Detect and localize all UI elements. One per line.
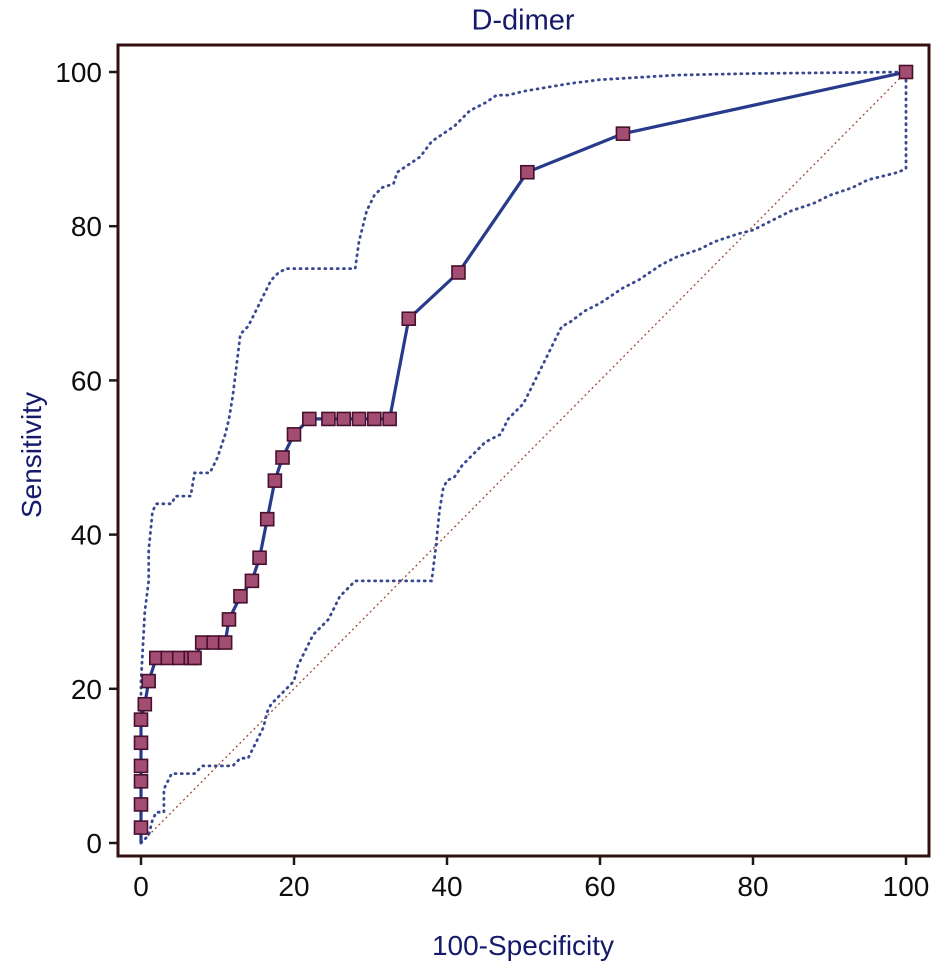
x-tick-label: 100 xyxy=(883,871,930,902)
x-tick-label: 40 xyxy=(431,871,462,902)
roc-point-marker xyxy=(451,265,466,280)
x-tick-label: 0 xyxy=(133,871,149,902)
roc-point-marker xyxy=(133,758,149,774)
y-tick-label: 100 xyxy=(55,57,102,88)
ci-lower-line xyxy=(139,70,908,845)
roc-point-marker xyxy=(615,126,631,141)
roc-point-marker xyxy=(137,696,153,712)
roc-curve xyxy=(133,64,914,843)
roc-point-marker xyxy=(401,311,417,327)
y-tick-label: 60 xyxy=(71,365,102,396)
roc-point-marker xyxy=(520,164,535,180)
roc-point-marker xyxy=(217,635,233,650)
roc-point-marker xyxy=(252,550,267,566)
ci-upper-line xyxy=(139,70,908,845)
x-tick-label: 80 xyxy=(737,871,768,902)
roc-point-marker xyxy=(267,473,283,488)
roc-point-marker xyxy=(133,797,149,812)
roc-point-marker xyxy=(133,774,149,789)
y-tick-label: 80 xyxy=(71,211,102,242)
roc-point-marker xyxy=(367,411,382,427)
reference-diagonal xyxy=(140,71,907,844)
roc-point-marker xyxy=(286,427,302,442)
x-axis-title: 100-Specificity xyxy=(431,930,615,961)
roc-point-marker xyxy=(141,673,156,689)
roc-point-marker xyxy=(133,735,149,751)
roc-point-marker xyxy=(259,511,275,527)
ci-upper xyxy=(139,70,908,845)
roc-point-marker xyxy=(301,411,317,427)
roc-point-marker xyxy=(244,573,260,589)
roc-point-marker xyxy=(382,411,397,427)
x-axis-ticks: 0 20 40 60 80 100 xyxy=(133,856,929,902)
y-tick-label: 0 xyxy=(86,828,102,859)
roc-point-marker xyxy=(133,820,149,835)
y-tick-label: 20 xyxy=(71,674,102,705)
ci-lower xyxy=(139,70,908,845)
chart-title: D-dimer xyxy=(471,4,575,37)
roc-point-marker xyxy=(233,588,248,604)
x-tick-label: 60 xyxy=(584,871,615,902)
reference-diagonal-line xyxy=(140,71,907,844)
y-tick-label: 40 xyxy=(71,520,102,551)
roc-point-marker xyxy=(336,411,352,427)
x-tick-label: 20 xyxy=(278,871,309,902)
roc-point-marker xyxy=(321,411,336,427)
plot-frame xyxy=(116,43,931,858)
roc-point-marker xyxy=(221,612,237,627)
roc-point-marker xyxy=(351,411,367,427)
roc-curve-line xyxy=(139,70,907,843)
roc-point-marker xyxy=(187,650,202,666)
roc-point-marker xyxy=(898,64,914,80)
y-axis-ticks: 0 20 40 60 80 100 xyxy=(55,57,118,859)
roc-point-marker xyxy=(133,712,149,727)
roc-point-marker xyxy=(275,450,290,465)
